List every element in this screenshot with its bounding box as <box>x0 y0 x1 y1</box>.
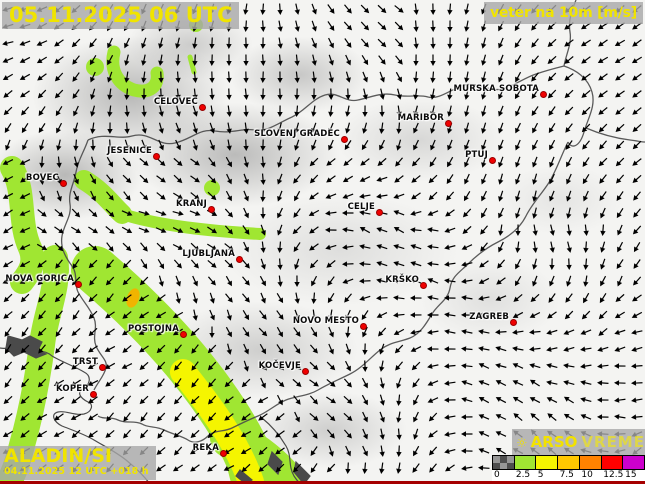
city-label: JESENICE <box>107 146 152 156</box>
city-label: CELOVEC <box>153 97 198 107</box>
city-label: MARIBOR <box>397 113 444 123</box>
city-label: ZAGREB <box>469 312 509 322</box>
city-label: KRŠKO <box>385 275 419 285</box>
city-label: BOVEC <box>25 173 59 183</box>
lagoon-shape <box>5 335 48 359</box>
model-run-info: 04.11.2025 12 UTC +018 h <box>4 465 149 477</box>
legend-cell-0 <box>493 456 515 469</box>
city-dot <box>98 363 106 371</box>
city-dot <box>59 179 67 187</box>
shading-ridge-b <box>116 208 266 240</box>
border-hu-hr <box>585 127 645 143</box>
city-dot <box>419 281 427 289</box>
wind-speed-legend: 0 2.5 5 7.5 10 12.5 15 <box>492 455 645 481</box>
city-dot <box>152 152 160 160</box>
shading-sliver <box>187 54 197 75</box>
city-label: POSTOJNA <box>127 324 179 334</box>
city-dot <box>89 390 97 398</box>
legend-tick: 0 <box>494 470 500 480</box>
city-label: SLOVENJ GRADEC <box>254 129 340 139</box>
city-dot <box>179 330 187 338</box>
city-dot <box>509 318 517 326</box>
city-label: TRST <box>72 357 98 367</box>
city-label: KOPER <box>55 384 89 394</box>
legend-cell-4 <box>579 456 602 469</box>
valid-time-label: 05.11.2025 06 UTC <box>2 2 240 29</box>
border-west <box>60 139 107 391</box>
city-dot <box>219 449 227 457</box>
city-dot <box>539 90 547 98</box>
sun-icon <box>517 437 527 447</box>
agency-name: ARSO <box>530 433 578 451</box>
city-label: KRANJ <box>176 199 207 209</box>
legend-tick: 15 <box>625 470 637 480</box>
city-label: PTUJ <box>465 150 488 160</box>
shading-band-left <box>0 156 45 294</box>
city-dot <box>340 135 348 143</box>
shading-spot-amber <box>126 288 140 308</box>
legend-tick: 10 <box>581 470 593 480</box>
city-dot <box>375 208 383 216</box>
legend-tick: 5 <box>537 470 544 480</box>
city-label: NOVA GORICA <box>5 274 74 284</box>
border-northeast <box>563 65 594 147</box>
city-dot <box>198 103 206 111</box>
legend-cell-6 <box>623 456 645 469</box>
shading-blob-3 <box>204 180 220 196</box>
bottom-edge-strip <box>0 481 645 484</box>
model-info-box: ALADIN/SI 04.11.2025 12 UTC +018 h <box>0 446 156 480</box>
city-dot <box>235 255 243 263</box>
legend-tick: 7.5 <box>559 470 574 480</box>
product-name: VREME <box>581 433 645 451</box>
arso-vreme-logo: ARSO VREME <box>512 429 645 455</box>
city-dot <box>207 205 215 213</box>
city-dot <box>444 119 452 127</box>
city-dot <box>301 367 309 375</box>
city-label: LJUBLJANA <box>182 249 235 259</box>
city-label: NOVO MESTO <box>292 316 359 326</box>
variable-label: veter na 10m [m/s] <box>483 2 643 24</box>
legend-tick: 2.5 <box>515 470 531 480</box>
legend-cell-3 <box>558 456 580 469</box>
legend-cell-1 <box>514 456 537 469</box>
island-3 <box>235 469 254 484</box>
city-label: REKA <box>192 443 219 453</box>
border-north <box>87 65 565 145</box>
city-dot <box>359 322 367 330</box>
city-dot <box>74 280 82 288</box>
city-label: KOČEVJE <box>258 361 301 371</box>
legend-color-bar <box>492 455 645 470</box>
legend-tick-labels: 0 2.5 5 7.5 10 12.5 15 <box>492 470 645 481</box>
model-name: ALADIN/SI <box>4 445 112 467</box>
legend-cell-2 <box>536 456 559 469</box>
city-dot <box>488 156 496 164</box>
legend-cell-5 <box>601 456 624 469</box>
shading-hook <box>106 45 164 98</box>
coast-adriatic <box>0 345 151 484</box>
city-label: CELJE <box>347 202 375 212</box>
city-label: MURSKA SOBOTA <box>453 84 539 94</box>
legend-tick: 12.5 <box>603 470 624 480</box>
